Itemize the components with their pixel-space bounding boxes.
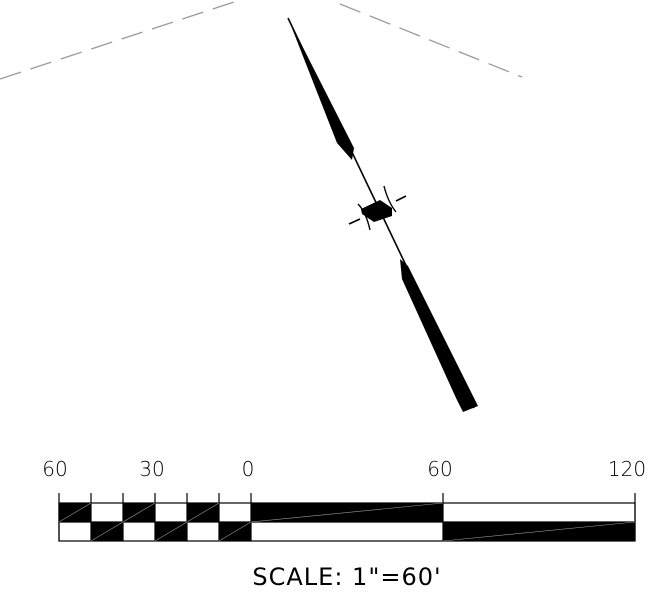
scale-hatch-line bbox=[250, 502, 444, 523]
scale-bar-checkerboard bbox=[59, 503, 251, 541]
scale-hatch-line bbox=[122, 502, 156, 523]
dashed-boundary-line bbox=[0, 0, 523, 80]
dashed-boundary-left bbox=[0, 0, 241, 80]
north-arrow: N bbox=[287, 17, 478, 412]
north-arrow-cross-right bbox=[395, 195, 407, 202]
scale-hatch-line bbox=[58, 502, 92, 523]
north-arrow-cross-left bbox=[348, 218, 361, 225]
scale-tick-label-60-left: 60 bbox=[42, 457, 67, 481]
scale-caption: SCALE: 1"=60' bbox=[252, 563, 441, 591]
north-arrow-letter-glyph bbox=[361, 200, 392, 222]
scale-tick-label-60-right: 60 bbox=[427, 457, 452, 481]
scale-hatch-line bbox=[186, 502, 220, 523]
scale-tick-label-0: 0 bbox=[242, 457, 255, 481]
north-arrow-upper-blade bbox=[288, 18, 354, 160]
scale-bar-hatch bbox=[58, 502, 636, 542]
scale-hatch-line bbox=[90, 521, 124, 542]
scale-tick-label-30: 30 bbox=[139, 457, 164, 481]
scale-hatch-line bbox=[218, 521, 252, 542]
scale-tick-label-120: 120 bbox=[608, 457, 646, 481]
scale-bar: 60 30 0 60 120 bbox=[42, 457, 646, 591]
scale-hatch-line bbox=[442, 521, 636, 542]
dashed-boundary-right bbox=[339, 3, 523, 78]
north-arrow-arc-right bbox=[383, 185, 397, 213]
scale-hatch-line bbox=[154, 521, 188, 542]
north-arrow-lower-blade bbox=[400, 259, 478, 412]
